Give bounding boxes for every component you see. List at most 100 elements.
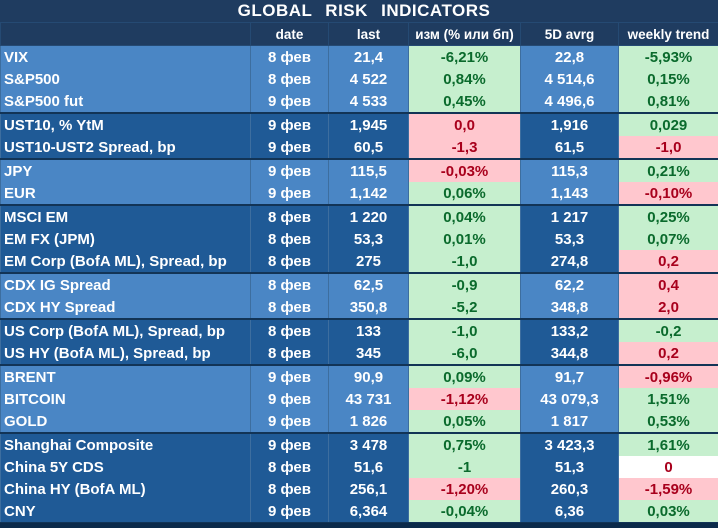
table-row: EUR 9 фев 1,142 0,06% 1,143 -0,10% xyxy=(0,182,718,206)
last-value-cell: 21,4 xyxy=(328,45,409,68)
change-cell: -1,20% xyxy=(408,478,521,500)
weekly-trend-cell: 0,03% xyxy=(618,500,718,523)
date-cell: 9 фев xyxy=(250,112,329,136)
avg-5d-cell: 1 217 xyxy=(520,204,619,228)
date-cell: 9 фев xyxy=(250,158,329,182)
table-row: Shanghai Composite 9 фев 3 478 0,75% 3 423,3… xyxy=(0,432,718,456)
header-5d-avg: 5D avrg xyxy=(520,22,619,46)
indicator-name: S&P500 xyxy=(0,68,251,90)
table-row: CDX IG Spread 8 фев 62,5 -0,9 62,2 0,4 xyxy=(0,272,718,296)
last-value-cell: 4 533 xyxy=(328,90,409,114)
table-row: S&P500 fut 9 фев 4 533 0,45% 4 496,6 0,81% xyxy=(0,90,718,114)
table-row: China HY (BofA ML) 8 фев 256,1 -1,20% 260,3-… xyxy=(0,478,718,500)
date-cell: 8 фев xyxy=(250,68,329,90)
avg-5d-cell: 53,3 xyxy=(520,228,619,250)
weekly-trend-cell: 1,61% xyxy=(618,432,718,456)
weekly-trend-cell: -0,96% xyxy=(618,364,718,388)
change-cell: -1,0 xyxy=(408,250,521,274)
avg-5d-cell: 61,5 xyxy=(520,136,619,160)
last-value-cell: 90,9 xyxy=(328,364,409,388)
last-value-cell: 62,5 xyxy=(328,272,409,296)
table-row: China 5Y CDS 8 фев 51,6 -1 51,3 0 xyxy=(0,456,718,478)
indicator-name: CDX IG Spread xyxy=(0,272,251,296)
weekly-trend-cell: -1,0 xyxy=(618,136,718,160)
weekly-trend-cell: -0,2 xyxy=(618,318,718,342)
change-cell: 0,06% xyxy=(408,182,521,206)
avg-5d-cell: 91,7 xyxy=(520,364,619,388)
change-cell: 0,05% xyxy=(408,410,521,434)
table-row: S&P500 8 фев 4 522 0,84% 4 514,6 0,15% xyxy=(0,68,718,90)
weekly-trend-cell: 0,2 xyxy=(618,342,718,366)
change-cell: 0,45% xyxy=(408,90,521,114)
header-weekly-trend: weekly trend xyxy=(618,22,718,46)
table-row: US HY (BofA ML), Spread, bp 8 фев 345 -6,0 3… xyxy=(0,342,718,366)
table-row: VIX 8 фев 21,4 -6,21% 22,8 -5,93% xyxy=(0,45,718,68)
indicator-name: US Corp (BofA ML), Spread, bp xyxy=(0,318,251,342)
weekly-trend-cell: 0,53% xyxy=(618,410,718,434)
indicator-name: UST10, % YtM xyxy=(0,112,251,136)
indicator-name: CNY xyxy=(0,500,251,523)
indicator-name: EM Corp (BofA ML), Spread, bp xyxy=(0,250,251,274)
indicator-name: China 5Y CDS xyxy=(0,456,251,478)
last-value-cell: 256,1 xyxy=(328,478,409,500)
change-cell: 0,01% xyxy=(408,228,521,250)
last-value-cell: 133 xyxy=(328,318,409,342)
change-cell: -6,21% xyxy=(408,45,521,68)
indicator-name: US HY (BofA ML), Spread, bp xyxy=(0,342,251,366)
table-row: UST10-UST2 Spread, bp 9 фев 60,5 -1,3 61,5 -1… xyxy=(0,136,718,160)
table-row: EM Corp (BofA ML), Spread, bp 8 фев 275 -1,… xyxy=(0,250,718,274)
date-cell: 9 фев xyxy=(250,364,329,388)
date-cell: 8 фев xyxy=(250,478,329,500)
date-cell: 8 фев xyxy=(250,456,329,478)
header-row: date last изм (% или бп) 5D avrg weekly … xyxy=(0,22,718,46)
weekly-trend-cell: 0,25% xyxy=(618,204,718,228)
table-row: BRENT 9 фев 90,9 0,09% 91,7 -0,96% xyxy=(0,364,718,388)
last-value-cell: 60,5 xyxy=(328,136,409,160)
change-cell: 0,09% xyxy=(408,364,521,388)
last-value-cell: 345 xyxy=(328,342,409,366)
header-last: last xyxy=(328,22,409,46)
weekly-trend-cell: -5,93% xyxy=(618,45,718,68)
indicator-name: UST10-UST2 Spread, bp xyxy=(0,136,251,160)
indicator-name: China HY (BofA ML) xyxy=(0,478,251,500)
indicator-name: VIX xyxy=(0,45,251,68)
indicator-name: BRENT xyxy=(0,364,251,388)
change-cell: -6,0 xyxy=(408,342,521,366)
header-name xyxy=(0,22,251,46)
weekly-trend-cell: 0,15% xyxy=(618,68,718,90)
change-cell: 0,84% xyxy=(408,68,521,90)
avg-5d-cell: 51,3 xyxy=(520,456,619,478)
indicator-name: MSCI EM xyxy=(0,204,251,228)
weekly-trend-cell: 0,2 xyxy=(618,250,718,274)
avg-5d-cell: 1,143 xyxy=(520,182,619,206)
change-cell: -5,2 xyxy=(408,296,521,320)
indicator-name: Shanghai Composite xyxy=(0,432,251,456)
indicator-name: GOLD xyxy=(0,410,251,434)
last-value-cell: 350,8 xyxy=(328,296,409,320)
indicator-name: JPY xyxy=(0,158,251,182)
change-cell: -1,3 xyxy=(408,136,521,160)
indicator-name: EUR xyxy=(0,182,251,206)
avg-5d-cell: 115,3 xyxy=(520,158,619,182)
avg-5d-cell: 344,8 xyxy=(520,342,619,366)
avg-5d-cell: 1,916 xyxy=(520,112,619,136)
change-cell: -0,04% xyxy=(408,500,521,523)
weekly-trend-cell: 2,0 xyxy=(618,296,718,320)
table-row: MSCI EM 8 фев 1 220 0,04% 1 217 0,25% xyxy=(0,204,718,228)
table-row: US Corp (BofA ML), Spread, bp 8 фев 133 -1,… xyxy=(0,318,718,342)
last-value-cell: 6,364 xyxy=(328,500,409,523)
avg-5d-cell: 1 817 xyxy=(520,410,619,434)
date-cell: 9 фев xyxy=(250,388,329,410)
last-value-cell: 1 826 xyxy=(328,410,409,434)
date-cell: 8 фев xyxy=(250,296,329,320)
header-date: date xyxy=(250,22,329,46)
change-cell: -1,12% xyxy=(408,388,521,410)
table-row: CDX HY Spread 8 фев 350,8 -5,2 348,8 2,0 xyxy=(0,296,718,320)
date-cell: 8 фев xyxy=(250,250,329,274)
table-row: GOLD 9 фев 1 826 0,05% 1 817 0,53% xyxy=(0,410,718,434)
date-cell: 8 фев xyxy=(250,228,329,250)
last-value-cell: 53,3 xyxy=(328,228,409,250)
avg-5d-cell: 62,2 xyxy=(520,272,619,296)
avg-5d-cell: 274,8 xyxy=(520,250,619,274)
header-change: изм (% или бп) xyxy=(408,22,521,46)
